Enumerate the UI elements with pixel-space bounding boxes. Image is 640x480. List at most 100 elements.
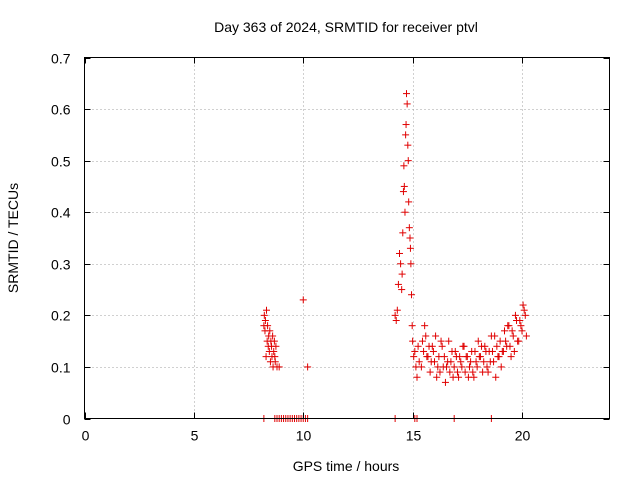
data-point [515,337,523,345]
data-point [475,353,483,361]
data-point [262,353,270,361]
data-point [425,342,433,350]
data-point [423,353,431,361]
data-point [263,306,270,314]
data-point [441,378,449,386]
data-point [409,337,417,345]
data-point [495,353,503,361]
data-point [513,317,521,325]
ticks [84,57,610,420]
data-point [408,322,416,330]
data-point [429,347,437,355]
data-point [509,332,517,340]
data-point [271,358,279,366]
data-point [406,234,414,242]
data-point [427,358,435,366]
data-points [260,90,530,422]
data-point [519,301,527,309]
data-point [484,368,492,376]
y-tick-label: 0.7 [51,51,71,67]
data-point [403,100,411,108]
data-point [406,244,414,252]
x-tick-label: 10 [296,428,312,444]
data-point [457,358,465,366]
data-point [493,342,501,350]
data-point [502,337,510,345]
data-point [275,363,283,371]
data-point [401,208,409,216]
data-point [438,342,446,350]
data-point [270,337,278,345]
data-point [421,322,429,330]
data-point [458,363,466,371]
data-point [440,353,448,361]
grid [84,57,610,419]
x-tick-label: 20 [515,428,531,444]
data-point [405,224,413,232]
data-point [432,332,440,340]
data-point [402,131,410,139]
data-point [408,291,416,299]
data-point [497,363,505,371]
data-point [272,342,280,350]
data-point [397,260,405,268]
data-point [414,342,422,350]
data-point [398,270,406,278]
y-tick-labels: 0 0.1 0.2 0.3 0.4 0.5 0.6 0.7 [51,51,71,428]
data-point [486,358,494,366]
data-point [400,182,408,190]
data-point [426,368,434,376]
data-point [445,337,453,345]
data-point [469,368,477,376]
x-tick-label: 5 [191,428,199,444]
data-point [522,332,530,340]
data-point [450,363,458,371]
data-point [488,347,496,355]
data-point [478,342,486,350]
data-point [504,322,512,330]
y-tick-label: 0.1 [51,360,71,376]
data-point [410,353,418,361]
data-point [404,141,412,149]
data-point [417,363,425,371]
data-point [418,337,426,345]
data-point [266,327,274,335]
data-point [394,280,402,288]
data-point [269,332,277,340]
data-point [260,311,268,319]
data-point [501,327,508,335]
data-point [462,353,470,361]
data-point [461,368,469,376]
data-point [518,327,526,335]
data-point [453,368,461,376]
y-axis-label: SRMTID / TECUs [5,183,21,293]
data-point [456,353,464,361]
x-tick-label: 0 [82,428,90,444]
data-point [304,363,312,371]
y-tick-label: 0.2 [51,308,71,324]
data-point [398,286,406,294]
data-point [399,188,407,196]
data-point [270,347,278,355]
data-point [464,373,472,381]
data-point [443,363,451,371]
data-point [446,368,454,376]
data-point [415,358,423,366]
data-point [403,90,410,98]
data-point [411,347,419,355]
x-tick-labels: 0 5 10 15 20 [82,428,531,444]
data-point [405,198,413,206]
data-point [460,342,468,350]
data-point [396,249,403,257]
data-point [510,347,518,355]
data-point [506,342,514,350]
y-tick-label: 0.3 [51,257,71,273]
data-point [451,347,459,355]
data-point [437,337,445,345]
data-point [400,162,408,170]
data-point [261,317,269,325]
data-point [511,311,519,319]
data-point [413,373,421,381]
y-tick-label: 0.6 [51,102,71,118]
data-point [392,317,400,325]
